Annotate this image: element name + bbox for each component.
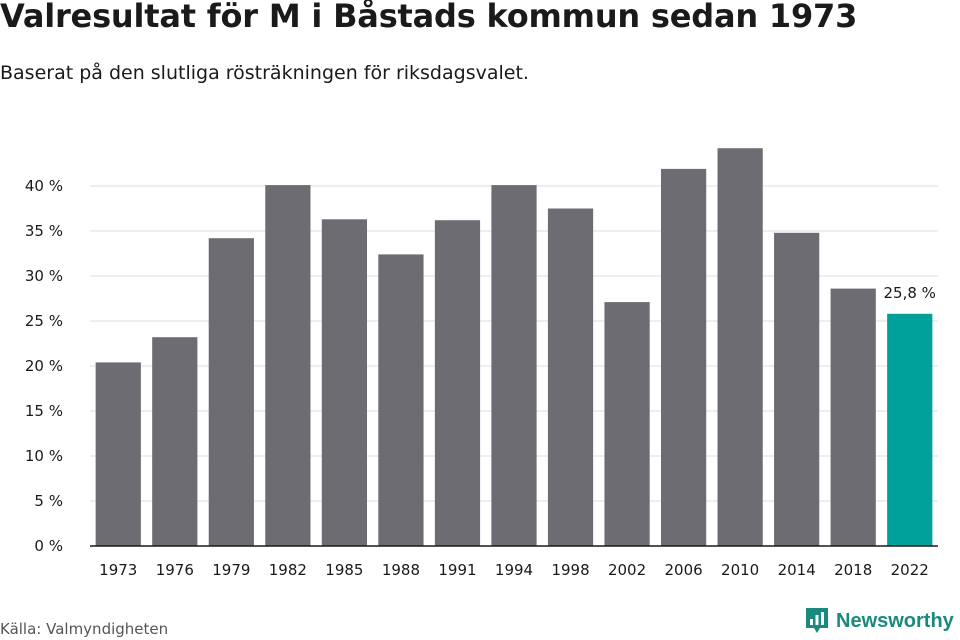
- x-tick-label: 2018: [834, 561, 872, 579]
- newsworthy-logo-icon: [806, 608, 828, 633]
- bar-1991: [434, 220, 481, 546]
- y-tick-label: 0 %: [34, 537, 63, 555]
- source-note: Källa: Valmyndigheten: [0, 620, 169, 638]
- bar-2022: [887, 313, 933, 546]
- data-labels: 25,8 %: [884, 284, 936, 302]
- bar-2014: [774, 232, 820, 547]
- bar-2002: [604, 302, 650, 546]
- x-tick-label: 1988: [382, 561, 420, 579]
- y-tick-label: 5 %: [34, 492, 63, 510]
- x-tick-label: 1998: [551, 561, 589, 579]
- x-tick-label: 1973: [99, 561, 137, 579]
- bar-1988: [378, 254, 424, 546]
- x-tick-label: 1991: [438, 561, 476, 579]
- chart-subtitle: Baserat på den slutliga rösträkningen fö…: [0, 62, 529, 84]
- y-tick-label: 25 %: [25, 312, 63, 330]
- y-tick-label: 35 %: [25, 222, 63, 240]
- bars: [95, 148, 933, 547]
- bar-1979: [208, 238, 254, 546]
- y-tick-label: 20 %: [25, 357, 63, 375]
- bar-1976: [152, 337, 198, 546]
- y-tick-label: 30 %: [25, 267, 63, 285]
- x-tick-label: 1994: [495, 561, 533, 579]
- x-tick-label: 2002: [608, 561, 646, 579]
- x-tick-label: 1976: [156, 561, 194, 579]
- bar-1994: [491, 185, 537, 546]
- y-tick-label: 10 %: [25, 447, 63, 465]
- bar-2010: [717, 148, 763, 546]
- data-label: 25,8 %: [884, 284, 936, 302]
- x-tick-label: 1982: [269, 561, 307, 579]
- bar-1982: [265, 185, 311, 546]
- brand: Newsworthy: [804, 606, 954, 636]
- bar-2018: [830, 288, 876, 546]
- x-tick-label: 1985: [325, 561, 363, 579]
- chart-title: Valresultat för M i Båstads kommun sedan…: [0, 0, 858, 35]
- x-tick-label: 2006: [665, 561, 703, 579]
- brand-name: Newsworthy: [836, 609, 954, 632]
- x-axis-ticks: 1973 1976 1979 1982 1985 1988 1991 1994 1998 2002…: [99, 561, 929, 579]
- bar-1973: [95, 362, 141, 546]
- bar-1985: [321, 219, 368, 547]
- y-tick-label: 40 %: [25, 177, 63, 195]
- bar-2006: [660, 168, 707, 546]
- y-tick-label: 15 %: [25, 402, 63, 420]
- x-tick-label: 2014: [778, 561, 816, 579]
- x-tick-label: 2022: [891, 561, 929, 579]
- bar-1998: [547, 208, 594, 546]
- x-tick-label: 1979: [212, 561, 250, 579]
- y-axis-ticks: 0 % 5 % 10 % 15 % 20 % 25 % 30 % 35 % 40 %: [25, 177, 63, 555]
- x-tick-label: 2010: [721, 561, 759, 579]
